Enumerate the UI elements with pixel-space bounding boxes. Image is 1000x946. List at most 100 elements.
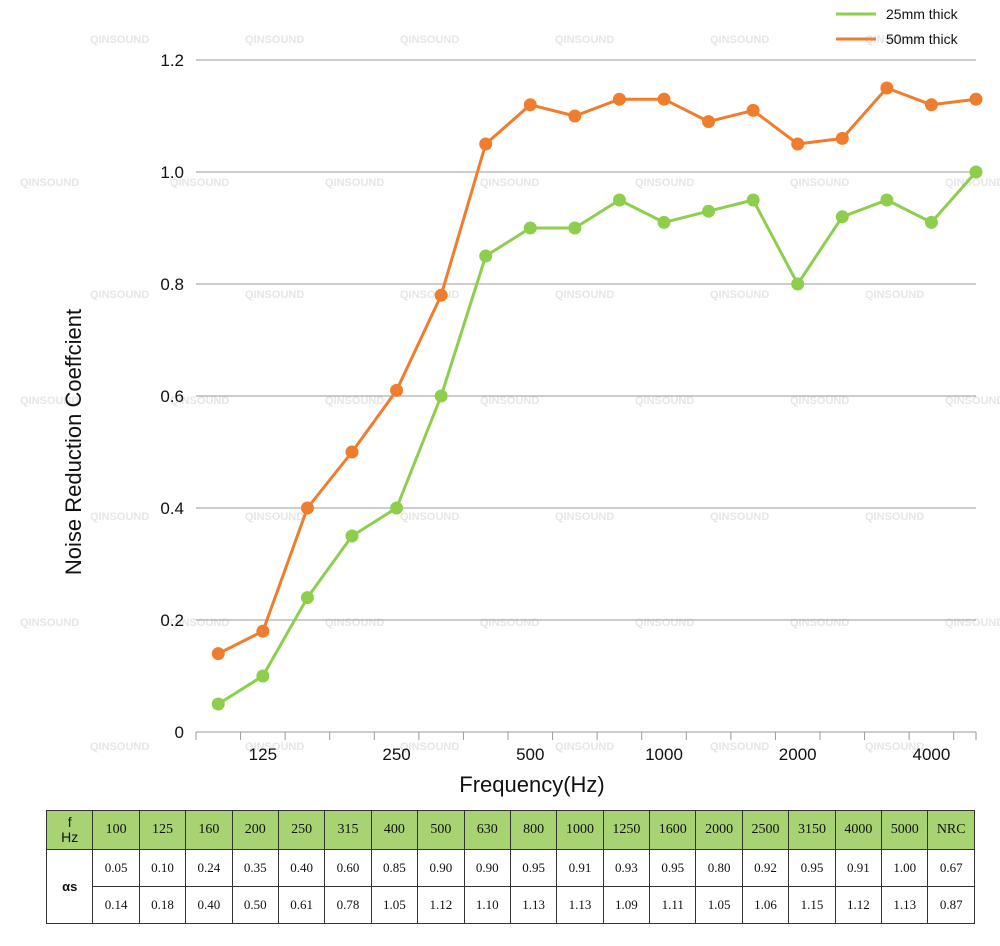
watermark-text: QINSOUND	[945, 395, 1000, 407]
y-tick-label: 0.8	[160, 275, 184, 294]
x-tick-label: 250	[382, 745, 410, 764]
header-freq-cell: 1600	[649, 810, 697, 850]
watermark-text: QINSOUND	[710, 741, 769, 753]
table-row-25mm: αs 0.05 0.10 0.24 0.35 0.40 0.60 0.85 0.90 0.90 0…	[45, 849, 975, 924]
watermark-text: QINSOUND	[90, 511, 149, 523]
header-freq-cell: 315	[324, 810, 372, 850]
watermark-text: QINSOUND	[90, 741, 149, 753]
value-cell-25mm: 0.35	[231, 849, 279, 887]
data-point	[746, 103, 760, 117]
data-point	[880, 81, 894, 95]
y-tick-label: 1.2	[160, 51, 184, 70]
x-axis: 125 250 500 1000 2000 4000	[195, 731, 977, 764]
data-point	[523, 98, 537, 112]
y-tick-label: 1.0	[160, 163, 184, 182]
header-freq-cell: NRC	[927, 810, 975, 850]
y-axis-title: Noise Reduction Coeffcient	[61, 309, 86, 575]
value-cell-25mm: 0.60	[324, 849, 372, 887]
watermark-text: QINSOUND	[400, 741, 459, 753]
header-freq-cell: 250	[277, 810, 326, 850]
legend-label: 25mm thick	[886, 6, 959, 22]
x-axis-title: Frequency(Hz)	[459, 772, 604, 797]
header-label-cell: f Hz	[45, 810, 94, 850]
value-cell-25mm: 0.95	[788, 849, 836, 887]
watermark-text: QINSOUND	[865, 289, 924, 301]
value-cell-25mm: 0.91	[834, 849, 883, 887]
value-cell-25mm: 0.90	[463, 849, 511, 887]
watermark-text: QINSOUND	[170, 177, 229, 189]
series-line	[217, 171, 978, 706]
grid-lines	[196, 59, 976, 621]
value-cell-25mm: 0.10	[138, 849, 187, 887]
header-freq-cell: 800	[509, 810, 558, 850]
watermark-text: QINSOUND	[480, 617, 539, 629]
header-freq-cell: 100	[92, 810, 140, 850]
data-point	[523, 221, 537, 235]
watermark-text: QINSOUND	[480, 177, 539, 189]
watermark-text: QINSOUND	[325, 177, 384, 189]
value-cell-50mm: 1.09	[602, 886, 651, 924]
watermark-text: QINSOUND	[635, 177, 694, 189]
value-cell-50mm: 0.61	[277, 886, 326, 924]
watermark-text: QINSOUND	[245, 289, 304, 301]
data-point	[211, 697, 225, 711]
watermark-text: QINSOUND	[790, 617, 849, 629]
data-point	[746, 193, 760, 207]
header-freq-cell: 1000	[556, 810, 604, 850]
data-point	[256, 624, 270, 638]
data-point	[434, 288, 448, 302]
watermark-text: QINSOUND	[710, 511, 769, 523]
value-cell-50mm: 1.12	[834, 886, 883, 924]
value-cell-50mm: 0.18	[138, 886, 187, 924]
header-freq-cell: 630	[463, 810, 511, 850]
data-point	[300, 591, 314, 605]
header-freq-cell: 125	[138, 810, 187, 850]
data-point	[657, 215, 671, 229]
watermark-text: QINSOUND	[635, 617, 694, 629]
watermark-text: QINSOUND	[400, 511, 459, 523]
data-point	[924, 215, 938, 229]
watermark-text: QINSOUND	[945, 177, 1000, 189]
table-header-row: f Hz 100 125 160 200 250 315 400 500 630 800 1000 1…	[45, 810, 975, 850]
watermark-layer: QINSOUND QINSOUND QINSOUND QINSOUND QINSOUND…	[20, 34, 1000, 753]
data-point	[300, 501, 314, 515]
x-tick-label: 500	[516, 745, 544, 764]
header-freq-cell: 2000	[695, 810, 743, 850]
alpha-label-cell: αs	[45, 849, 94, 924]
data-point	[345, 529, 359, 543]
header-label-hz: Hz	[61, 829, 79, 845]
watermark-text: QINSOUND	[90, 289, 149, 301]
watermark-text: QINSOUND	[555, 34, 614, 46]
data-point	[835, 210, 849, 224]
watermark-text: QINSOUND	[555, 289, 614, 301]
header-freq-cell: 400	[370, 810, 419, 850]
y-tick-label: 0.6	[160, 387, 184, 406]
watermark-text: QINSOUND	[245, 34, 304, 46]
value-cell-25mm: 0.05	[92, 849, 140, 887]
y-axis-ticks: 0 0.2 0.4 0.6 0.8 1.0 1.2	[160, 51, 184, 742]
header-freq-cell: 4000	[834, 810, 883, 850]
watermark-text: QINSOUND	[865, 511, 924, 523]
y-tick-label: 0.4	[160, 499, 184, 518]
x-tick-label: 4000	[913, 745, 951, 764]
y-tick-label: 0.2	[160, 611, 184, 630]
data-point	[924, 98, 938, 112]
series-line	[217, 86, 977, 655]
watermark-text: QINSOUND	[400, 289, 459, 301]
series-25mm	[211, 165, 983, 711]
header-label-f: f	[67, 814, 72, 830]
data-point	[479, 137, 493, 151]
data-point	[568, 221, 582, 235]
data-point	[791, 137, 805, 151]
x-tick-label: 2000	[779, 745, 817, 764]
watermark-text: QINSOUND	[710, 34, 769, 46]
value-cell-50mm: 0.87	[927, 886, 975, 924]
watermark-text: QINSOUND	[555, 741, 614, 753]
data-point	[969, 165, 983, 179]
value-cell-50mm: 1.13	[509, 886, 558, 924]
header-freq-cell: 500	[417, 810, 465, 850]
legend-label: 50mm thick	[886, 31, 959, 47]
y-tick-label: 0	[175, 723, 184, 742]
watermark-text: QINSOUND	[325, 617, 384, 629]
data-point	[390, 501, 404, 515]
